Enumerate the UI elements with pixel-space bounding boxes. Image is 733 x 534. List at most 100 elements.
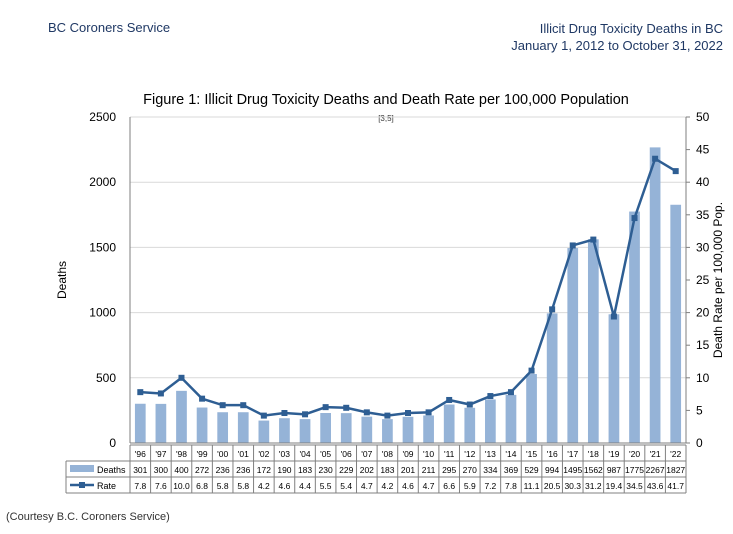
chart-annotation: [3,5] xyxy=(378,114,394,123)
table-cell-rate: 4.2 xyxy=(258,481,270,491)
legend-label-rate: Rate xyxy=(97,481,116,491)
rate-marker xyxy=(631,215,638,222)
x-tick-label: '02 xyxy=(258,449,269,459)
x-tick-label: '21 xyxy=(650,449,661,459)
table-cell-rate: 5.5 xyxy=(320,481,332,491)
table-cell-deaths: 202 xyxy=(360,465,374,475)
x-tick-label: '04 xyxy=(299,449,310,459)
y-tick-label: 500 xyxy=(96,371,116,385)
y-axis-label: Deaths xyxy=(55,261,69,299)
rate-marker xyxy=(405,410,411,417)
x-tick-label: '10 xyxy=(423,449,434,459)
table-cell-rate: 5.4 xyxy=(340,481,352,491)
bar-deaths xyxy=(361,416,373,443)
table-cell-rate: 4.6 xyxy=(402,481,414,491)
bar-deaths xyxy=(423,415,434,443)
table-cell-deaths: 190 xyxy=(277,465,291,475)
rate-marker xyxy=(569,242,576,249)
table-cell-rate: 4.2 xyxy=(381,481,393,491)
bar-deaths xyxy=(608,314,620,443)
y2-tick-label: 20 xyxy=(696,306,710,320)
bar-deaths xyxy=(299,419,311,443)
report-date-range: January 1, 2012 to October 31, 2022 xyxy=(511,38,723,53)
x-tick-label: '98 xyxy=(176,449,187,459)
rate-marker xyxy=(260,412,267,419)
bar-deaths xyxy=(320,413,331,443)
table-cell-rate: 11.1 xyxy=(524,481,540,491)
x-tick-label: '11 xyxy=(444,449,455,459)
table-cell-deaths: 201 xyxy=(401,465,415,475)
table-cell-deaths: 230 xyxy=(319,465,333,475)
chart-title: Figure 1: Illicit Drug Toxicity Deaths a… xyxy=(143,92,629,108)
rate-marker xyxy=(590,236,597,243)
rate-marker xyxy=(549,306,556,313)
table-cell-rate: 4.7 xyxy=(423,481,435,491)
y2-tick-label: 0 xyxy=(696,436,703,450)
table-cell-deaths: 369 xyxy=(504,465,518,475)
rate-marker xyxy=(240,402,247,409)
y-tick-label: 2500 xyxy=(89,110,116,124)
rate-marker xyxy=(363,409,370,416)
table-cell-deaths: 2267 xyxy=(646,465,665,475)
bar-deaths xyxy=(485,399,496,443)
rate-marker xyxy=(446,396,453,403)
table-cell-rate: 7.6 xyxy=(155,481,167,491)
rate-marker xyxy=(528,367,535,374)
table-cell-deaths: 1562 xyxy=(584,465,603,475)
x-tick-label: '19 xyxy=(608,449,619,459)
rate-marker xyxy=(672,168,679,175)
table-cell-rate: 5.8 xyxy=(237,481,249,491)
rate-marker xyxy=(425,409,432,416)
table-cell-deaths: 334 xyxy=(483,465,497,475)
bar-deaths xyxy=(649,147,661,444)
bar-deaths xyxy=(670,204,682,443)
table-cell-rate: 6.8 xyxy=(196,481,208,491)
legend-swatch-deaths xyxy=(70,465,94,472)
table-cell-deaths: 229 xyxy=(339,465,353,475)
rate-marker xyxy=(302,411,309,418)
table-cell-rate: 10.0 xyxy=(173,481,190,491)
table-cell-deaths: 211 xyxy=(422,465,436,475)
y2-tick-label: 5 xyxy=(696,403,703,417)
rate-marker xyxy=(610,313,617,320)
rate-marker xyxy=(322,404,329,411)
y2-tick-label: 50 xyxy=(696,110,710,124)
table-cell-rate: 30.3 xyxy=(564,481,581,491)
y2-tick-label: 45 xyxy=(696,143,710,157)
x-tick-label: '07 xyxy=(361,449,372,459)
rate-marker xyxy=(219,402,226,409)
org-name: BC Coroners Service xyxy=(48,20,171,35)
table-cell-rate: 5.8 xyxy=(217,481,229,491)
x-tick-label: '22 xyxy=(670,449,681,459)
rate-marker xyxy=(384,412,391,419)
table-cell-deaths: 300 xyxy=(154,465,168,475)
x-tick-label: '13 xyxy=(485,449,496,459)
bar-deaths xyxy=(587,239,599,443)
bar-deaths xyxy=(464,407,476,443)
table-cell-rate: 19.4 xyxy=(606,481,623,491)
table-cell-deaths: 1775 xyxy=(625,465,644,475)
bar-deaths xyxy=(505,394,517,443)
report-title: Illicit Drug Toxicity Deaths in BC Janua… xyxy=(511,20,723,54)
x-tick-label: '96 xyxy=(135,449,146,459)
table-cell-rate: 7.2 xyxy=(484,481,496,491)
x-tick-label: '05 xyxy=(320,449,331,459)
legend-marker-rate xyxy=(79,482,85,488)
x-tick-label: '15 xyxy=(526,449,537,459)
rate-marker xyxy=(178,374,185,381)
rate-marker xyxy=(507,389,514,396)
bar-deaths xyxy=(237,412,249,443)
table-cell-deaths: 1827 xyxy=(666,465,685,475)
x-tick-label: '14 xyxy=(505,449,516,459)
table-cell-deaths: 987 xyxy=(607,465,621,475)
bar-deaths xyxy=(546,313,558,443)
bar-deaths xyxy=(217,412,229,443)
y-tick-label: 1500 xyxy=(89,240,116,254)
table-cell-deaths: 301 xyxy=(133,465,147,475)
table-cell-rate: 4.4 xyxy=(299,481,311,491)
table-cell-rate: 41.7 xyxy=(667,481,684,491)
table-cell-rate: 7.8 xyxy=(505,481,517,491)
table-cell-deaths: 270 xyxy=(463,465,477,475)
x-tick-label: '20 xyxy=(629,449,640,459)
rate-marker xyxy=(466,401,473,408)
